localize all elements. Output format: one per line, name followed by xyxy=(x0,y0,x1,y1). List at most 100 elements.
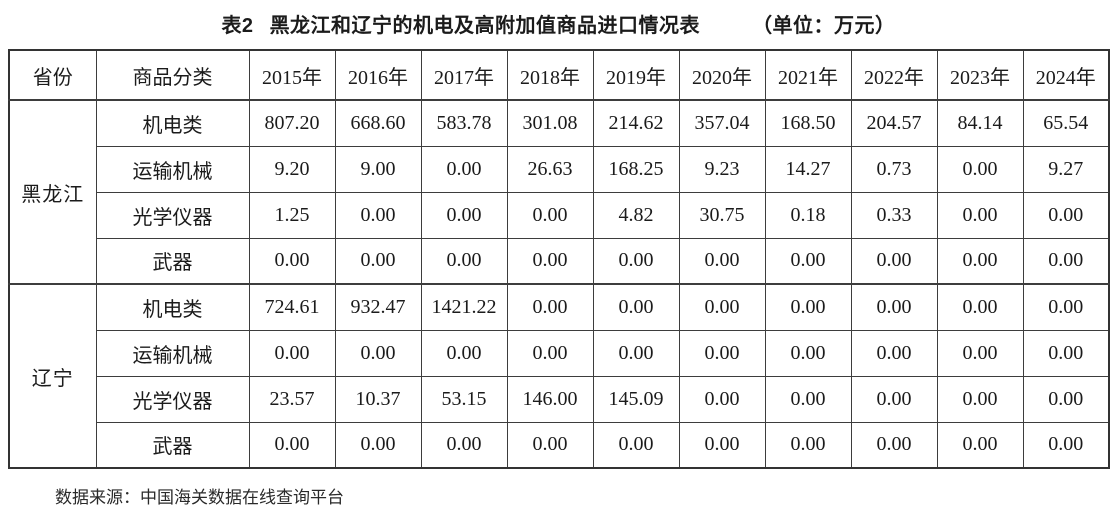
value-cell: 0.00 xyxy=(506,237,594,285)
value-cell: 0.00 xyxy=(420,329,508,377)
header-year-2021: 2021年 xyxy=(764,49,852,101)
table-title-unit: （单位：万元） xyxy=(752,15,896,37)
value-cell: 145.09 xyxy=(592,375,680,423)
value-cell: 146.00 xyxy=(506,375,594,423)
value-cell: 357.04 xyxy=(678,99,766,147)
table-row: 辽宁 机电类 724.61 932.47 1421.22 0.00 0.00 0.00 0.00… xyxy=(8,283,1110,469)
value-cell: 0.00 xyxy=(592,421,680,469)
table-row: 武器 0.00 0.00 0.00 0.00 0.00 0.00 0.00 0.00 0.00 0.… xyxy=(9,421,1110,469)
header-year-2022: 2022年 xyxy=(850,49,938,101)
value-cell: 0.00 xyxy=(850,375,938,423)
value-cell: 0.00 xyxy=(592,237,680,285)
value-cell: 0.00 xyxy=(764,421,852,469)
value-cell: 4.82 xyxy=(592,191,680,239)
value-cell: 0.00 xyxy=(936,191,1024,239)
value-cell: 0.00 xyxy=(1022,191,1110,239)
value-cell: 0.00 xyxy=(1022,421,1110,469)
value-cell: 0.00 xyxy=(678,329,766,377)
value-cell: 0.00 xyxy=(506,283,594,331)
value-cell: 1.25 xyxy=(248,191,336,239)
value-cell: 724.61 xyxy=(248,283,336,331)
value-cell: 0.00 xyxy=(592,329,680,377)
table-header-row: 省份 商品分类 2015年 2016年 2017年 2018年 2019年 2020年 2021… xyxy=(8,49,1110,101)
value-cell: 0.00 xyxy=(334,329,422,377)
header-category: 商品分类 xyxy=(95,49,250,101)
value-cell: 0.00 xyxy=(420,237,508,285)
value-cell: 30.75 xyxy=(678,191,766,239)
table-header: 省份 商品分类 2015年 2016年 2017年 2018年 2019年 2020年 2021… xyxy=(8,49,1110,101)
value-cell: 0.00 xyxy=(936,375,1024,423)
import-data-table: 省份 商品分类 2015年 2016年 2017年 2018年 2019年 2020年 2021… xyxy=(8,49,1110,469)
value-cell: 9.23 xyxy=(678,145,766,193)
value-cell: 26.63 xyxy=(506,145,594,193)
value-cell: 301.08 xyxy=(506,99,594,147)
category-cell: 机电类 xyxy=(95,283,250,331)
value-cell: 0.00 xyxy=(764,237,852,285)
value-cell: 0.18 xyxy=(764,191,852,239)
value-cell: 0.00 xyxy=(420,145,508,193)
category-cell: 运输机械 xyxy=(95,329,250,377)
header-year-2016: 2016年 xyxy=(334,49,422,101)
value-cell: 0.00 xyxy=(764,283,852,331)
value-cell: 9.00 xyxy=(334,145,422,193)
province-cell: 辽宁 xyxy=(8,283,97,469)
header-year-2024: 2024年 xyxy=(1022,49,1110,101)
value-cell: 0.00 xyxy=(420,421,508,469)
value-cell: 84.14 xyxy=(936,99,1024,147)
value-cell: 65.54 xyxy=(1022,99,1110,147)
value-cell: 0.00 xyxy=(936,237,1024,285)
value-cell: 583.78 xyxy=(420,99,508,147)
value-cell: 53.15 xyxy=(420,375,508,423)
value-cell: 0.00 xyxy=(1022,237,1110,285)
value-cell: 0.00 xyxy=(248,421,336,469)
value-cell: 168.50 xyxy=(764,99,852,147)
value-cell: 9.20 xyxy=(248,145,336,193)
header-year-2019: 2019年 xyxy=(592,49,680,101)
value-cell: 807.20 xyxy=(248,99,336,147)
value-cell: 168.25 xyxy=(592,145,680,193)
value-cell: 0.00 xyxy=(506,191,594,239)
header-year-2023: 2023年 xyxy=(936,49,1024,101)
table-row: 光学仪器 23.57 10.37 53.15 146.00 145.09 0.00 0.00 0… xyxy=(9,375,1110,423)
value-cell: 0.00 xyxy=(936,329,1024,377)
header-province: 省份 xyxy=(8,49,97,101)
table-row: 光学仪器 1.25 0.00 0.00 0.00 4.82 30.75 0.18 0.33 0.0… xyxy=(9,191,1110,239)
value-cell: 0.00 xyxy=(1022,375,1110,423)
value-cell: 9.27 xyxy=(1022,145,1110,193)
category-cell: 运输机械 xyxy=(95,145,250,193)
value-cell: 0.00 xyxy=(334,191,422,239)
value-cell: 0.00 xyxy=(850,283,938,331)
value-cell: 0.00 xyxy=(936,421,1024,469)
header-year-2020: 2020年 xyxy=(678,49,766,101)
value-cell: 0.00 xyxy=(850,329,938,377)
header-year-2018: 2018年 xyxy=(506,49,594,101)
value-cell: 0.00 xyxy=(678,237,766,285)
category-cell: 光学仪器 xyxy=(95,191,250,239)
category-cell: 武器 xyxy=(95,421,250,469)
value-cell: 0.00 xyxy=(506,329,594,377)
value-cell: 0.00 xyxy=(850,237,938,285)
value-cell: 0.00 xyxy=(592,283,680,331)
value-cell: 0.00 xyxy=(764,375,852,423)
value-cell: 14.27 xyxy=(764,145,852,193)
value-cell: 0.73 xyxy=(850,145,938,193)
table-body: 黑龙江 机电类 807.20 668.60 583.78 301.08 214.62 357.… xyxy=(8,99,1110,469)
value-cell: 0.00 xyxy=(1022,329,1110,377)
data-source-note: 数据来源：中国海关数据在线查询平台 xyxy=(55,488,344,505)
province-cell: 黑龙江 xyxy=(8,99,97,285)
value-cell: 0.00 xyxy=(936,283,1024,331)
value-cell: 214.62 xyxy=(592,99,680,147)
table-row: 运输机械 9.20 9.00 0.00 26.63 168.25 9.23 14.27 0.73… xyxy=(9,145,1110,193)
value-cell: 932.47 xyxy=(334,283,422,331)
table-title-label: 表2 xyxy=(221,15,254,37)
value-cell: 668.60 xyxy=(334,99,422,147)
value-cell: 0.00 xyxy=(936,145,1024,193)
table-row: 运输机械 0.00 0.00 0.00 0.00 0.00 0.00 0.00 0.00 0.00… xyxy=(9,329,1110,377)
value-cell: 0.00 xyxy=(850,421,938,469)
value-cell: 0.00 xyxy=(678,283,766,331)
value-cell: 10.37 xyxy=(334,375,422,423)
value-cell: 0.00 xyxy=(420,191,508,239)
category-cell: 机电类 xyxy=(95,99,250,147)
value-cell: 23.57 xyxy=(248,375,336,423)
